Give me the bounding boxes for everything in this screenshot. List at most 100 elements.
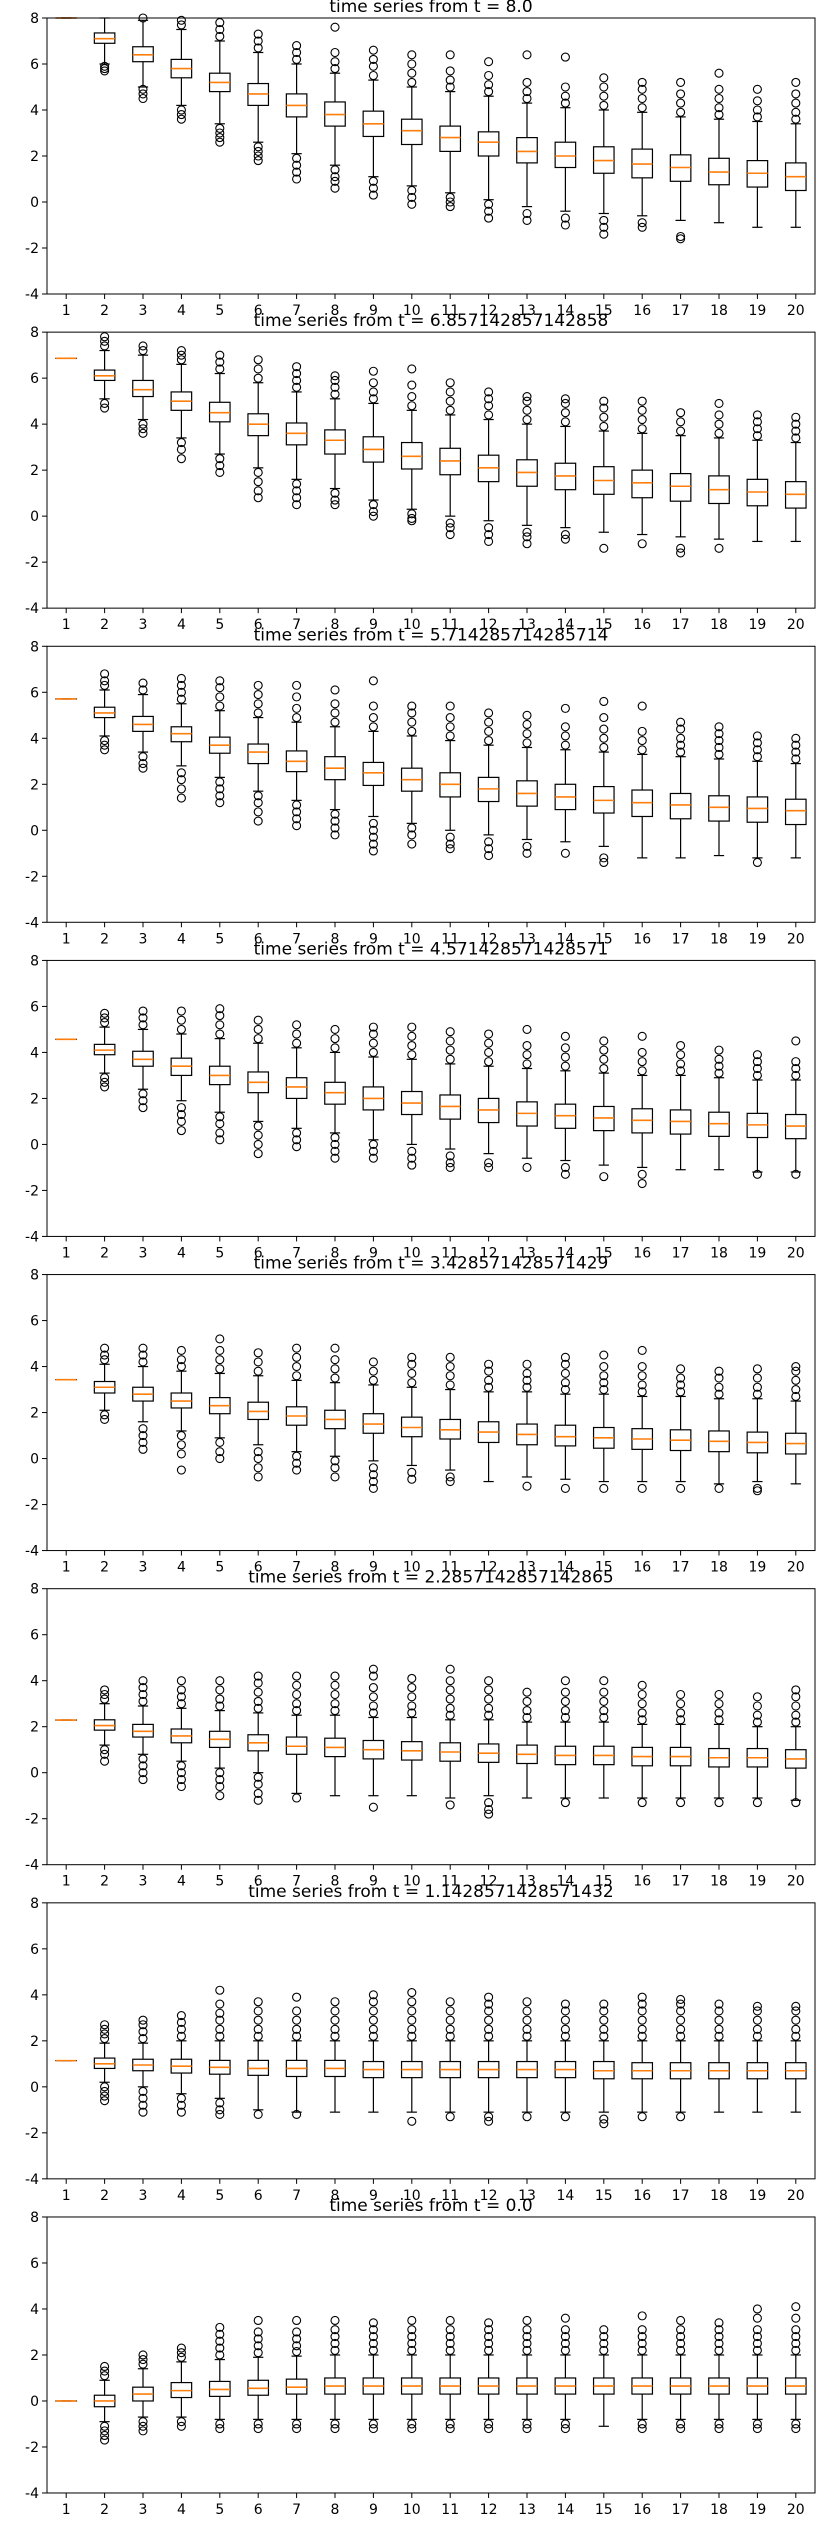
outlier-point bbox=[292, 160, 302, 170]
outlier-point bbox=[100, 1082, 110, 1092]
outlier-point bbox=[253, 2024, 263, 2034]
outlier-point bbox=[368, 511, 378, 521]
outlier-point bbox=[676, 717, 686, 727]
outlier-point bbox=[599, 73, 609, 83]
outlier-point bbox=[791, 98, 801, 108]
outlier-point bbox=[484, 1676, 494, 1686]
outlier-point bbox=[407, 830, 417, 840]
iqr-box bbox=[554, 1424, 577, 1447]
x-tick-label: 18 bbox=[710, 2502, 728, 2518]
outlier-point bbox=[292, 2346, 302, 2357]
y-tick-label: 2 bbox=[30, 777, 39, 793]
outlier-point bbox=[138, 2417, 148, 2427]
outlier-point bbox=[215, 1781, 225, 1792]
outlier-point bbox=[714, 2015, 724, 2025]
outlier-point bbox=[484, 851, 494, 861]
outlier-point bbox=[560, 394, 570, 404]
y-tick-label: 6 bbox=[30, 1314, 39, 1330]
outlier-point bbox=[176, 2031, 186, 2041]
y-tick-label: -2 bbox=[25, 241, 39, 257]
x-tick-label: 5 bbox=[215, 303, 224, 319]
outlier-point bbox=[714, 428, 724, 438]
outlier-point bbox=[368, 846, 378, 856]
outlier-point bbox=[138, 1683, 148, 1693]
outlier-point bbox=[100, 332, 110, 342]
x-tick-label: 14 bbox=[556, 931, 574, 947]
outlier-point bbox=[676, 1050, 686, 1060]
outlier-point bbox=[215, 350, 225, 360]
outlier-point bbox=[407, 1022, 417, 1032]
outlier-point bbox=[637, 1715, 647, 1725]
x-tick-label: 19 bbox=[748, 931, 766, 947]
outlier-point bbox=[292, 54, 302, 64]
outlier-point bbox=[176, 687, 186, 697]
outlier-point bbox=[599, 733, 609, 743]
x-tick-label: 4 bbox=[177, 303, 186, 319]
outlier-point bbox=[407, 2015, 417, 2025]
x-tick-label: 17 bbox=[672, 931, 690, 947]
outlier-point bbox=[484, 80, 494, 90]
outlier-point bbox=[330, 1024, 340, 1034]
outlier-point bbox=[599, 82, 609, 92]
outlier-point bbox=[714, 419, 724, 429]
outlier-point bbox=[215, 18, 225, 28]
outlier-point bbox=[714, 68, 724, 78]
outlier-point bbox=[100, 745, 110, 755]
outlier-point bbox=[253, 2419, 263, 2429]
outlier-point bbox=[100, 2371, 110, 2381]
x-tick-label: 4 bbox=[177, 1245, 186, 1261]
outlier-point bbox=[791, 2031, 801, 2041]
outlier-point bbox=[292, 692, 302, 702]
outlier-point bbox=[560, 1687, 570, 1697]
x-tick-label: 7 bbox=[292, 617, 301, 633]
outlier-point bbox=[714, 398, 724, 408]
outlier-point bbox=[100, 1343, 110, 1353]
outlier-point bbox=[368, 2015, 378, 2025]
x-tick-label: 10 bbox=[403, 2502, 421, 2518]
y-tick-label: 8 bbox=[30, 1582, 39, 1598]
outlier-point bbox=[714, 2424, 724, 2434]
outlier-point bbox=[676, 548, 686, 558]
x-tick-label: 4 bbox=[177, 2502, 186, 2518]
outlier-point bbox=[445, 387, 455, 397]
outlier-point bbox=[714, 2318, 724, 2328]
outlier-point bbox=[637, 1178, 647, 1189]
outlier-point bbox=[522, 1481, 532, 1491]
outlier-point bbox=[599, 1172, 609, 1182]
outlier-point bbox=[599, 1371, 609, 1381]
outlier-point bbox=[560, 1052, 570, 1062]
outlier-point bbox=[676, 2325, 686, 2335]
iqr-box bbox=[477, 131, 500, 157]
outlier-point bbox=[407, 708, 417, 718]
x-tick-label: 2 bbox=[100, 931, 109, 947]
outlier-point bbox=[637, 745, 647, 755]
outlier-point bbox=[791, 107, 801, 117]
x-tick-label: 3 bbox=[139, 2188, 148, 2204]
outlier-point bbox=[215, 137, 225, 147]
x-tick-label: 12 bbox=[480, 2502, 498, 2518]
y-tick-label: 4 bbox=[30, 1674, 39, 1690]
outlier-point bbox=[215, 460, 225, 471]
outlier-point bbox=[215, 1334, 225, 1344]
outlier-point bbox=[522, 2332, 532, 2342]
outlier-point bbox=[752, 1701, 762, 1711]
x-tick-label: 8 bbox=[331, 617, 340, 633]
outlier-point bbox=[445, 192, 455, 202]
outlier-point bbox=[330, 2345, 340, 2355]
outlier-point bbox=[752, 2313, 762, 2323]
outlier-point bbox=[138, 89, 148, 99]
outlier-point bbox=[368, 2345, 378, 2355]
outlier-point bbox=[100, 736, 110, 746]
outlier-point bbox=[484, 2024, 494, 2034]
x-tick-label: 9 bbox=[369, 1560, 378, 1576]
outlier-point bbox=[676, 1715, 686, 1725]
x-tick-label: 12 bbox=[480, 931, 498, 947]
outlier-point bbox=[100, 403, 110, 413]
outlier-point bbox=[407, 717, 417, 727]
outlier-point bbox=[637, 1680, 647, 1690]
x-tick-label: 17 bbox=[672, 1560, 690, 1576]
y-tick-label: 4 bbox=[30, 103, 39, 119]
y-tick-label: -2 bbox=[25, 869, 39, 885]
outlier-point bbox=[484, 2424, 494, 2434]
outlier-point bbox=[484, 2006, 494, 2016]
